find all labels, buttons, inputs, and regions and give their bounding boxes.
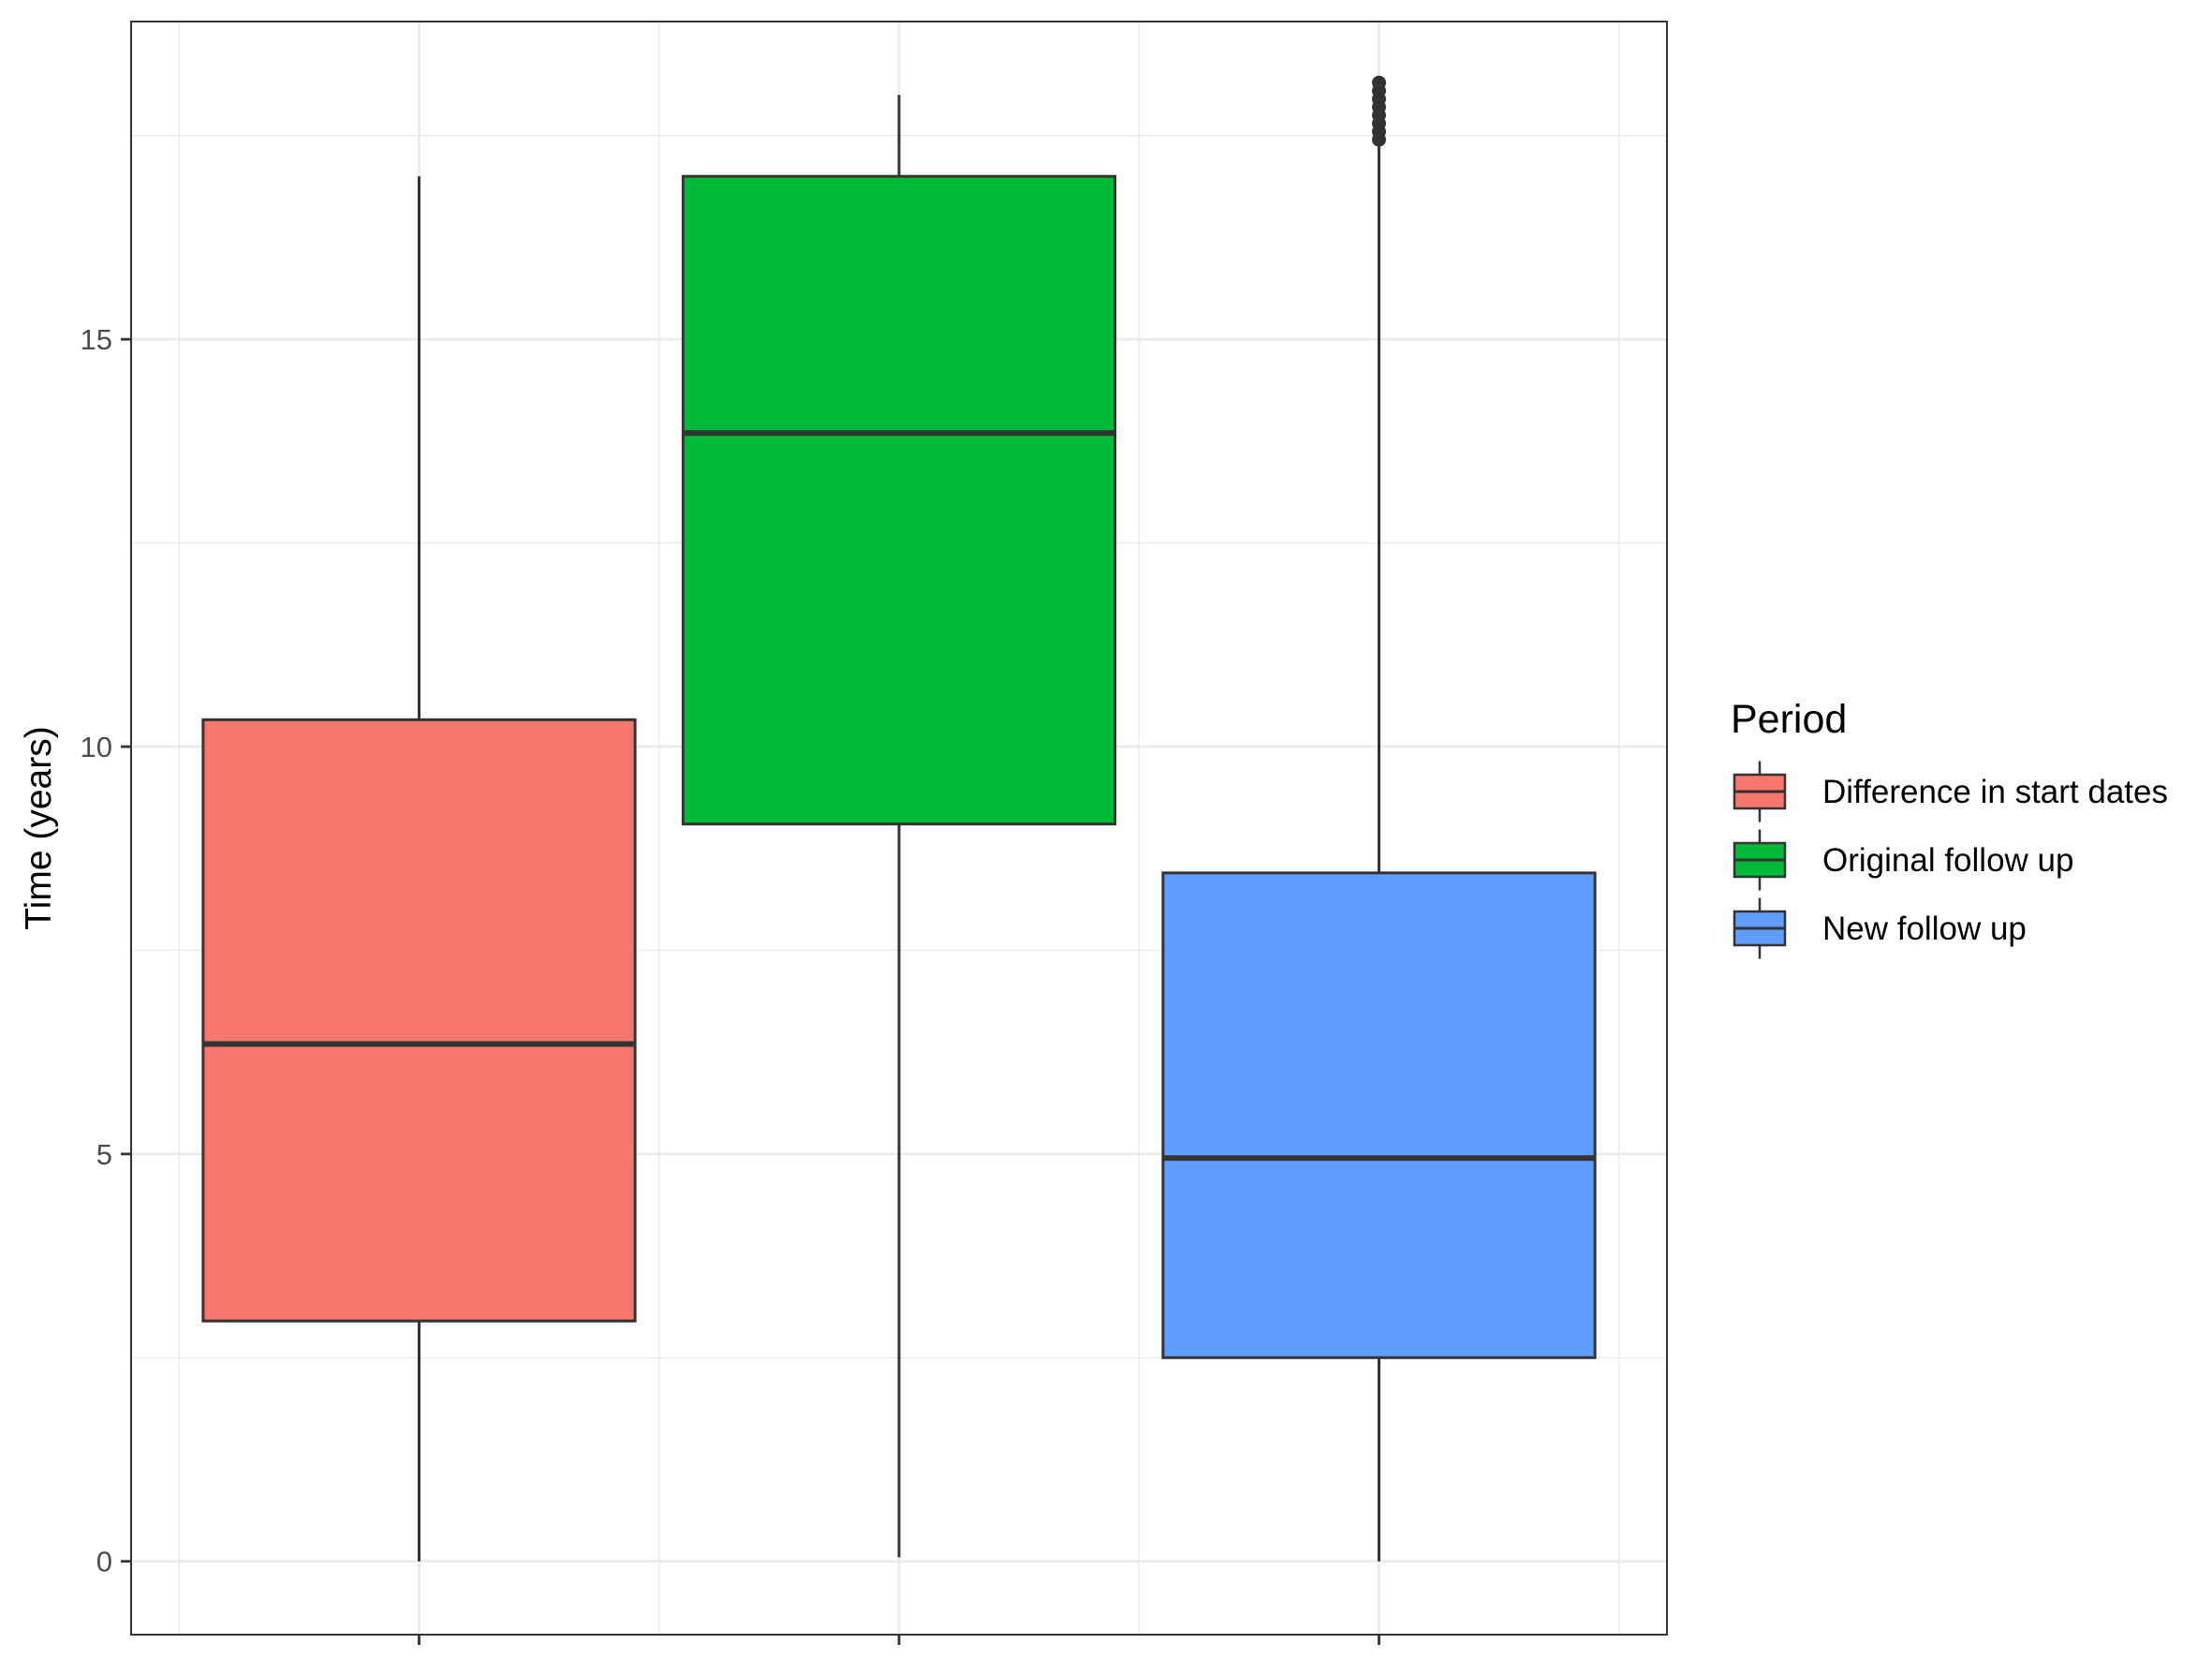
outlier-point [1372, 75, 1386, 90]
legend-item: New follow up [1733, 897, 2027, 959]
legend: Period Difference in start dates Original… [1731, 697, 2168, 959]
box-group [201, 176, 637, 1562]
legend-item: Original follow up [1733, 829, 2073, 891]
y-axis-title: Time (years) [19, 726, 59, 929]
y-tick-label: 5 [96, 1138, 112, 1171]
legend-label: New follow up [1822, 911, 2027, 947]
legend-item: Difference in start dates [1733, 761, 2168, 822]
legend-label: Original follow up [1822, 842, 2073, 879]
y-axis: 0 5 10 15 [81, 323, 131, 1578]
legend-title: Period [1731, 697, 1847, 742]
box-group [681, 95, 1117, 1558]
y-tick-label: 15 [81, 323, 112, 356]
box-series [201, 75, 1597, 1562]
y-tick-label: 10 [81, 731, 112, 763]
box [1161, 871, 1597, 1359]
x-axis [418, 1635, 1380, 1645]
box [201, 718, 637, 1323]
y-tick-label: 0 [96, 1546, 112, 1578]
box [681, 174, 1117, 826]
box-group [1161, 75, 1597, 1562]
legend-label: Difference in start dates [1822, 774, 2168, 810]
